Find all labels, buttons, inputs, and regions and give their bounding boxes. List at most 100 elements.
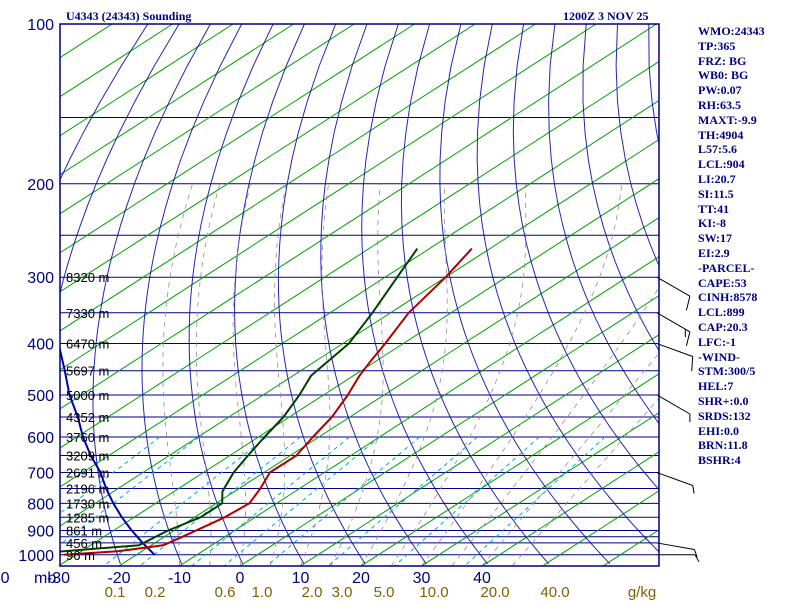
- temperature-tick-label: 20: [352, 570, 370, 587]
- height-label: 4352 m: [66, 410, 109, 425]
- mixing-ratio-label: 0.2: [145, 584, 166, 600]
- moist-adiabat-line: [270, 184, 286, 566]
- stat-item: L57:5.6: [698, 142, 798, 157]
- dry-adiabat-line: [42, 24, 179, 564]
- temperature-tick-label: 0: [236, 570, 245, 587]
- dry-adiabat-line: [278, 24, 365, 564]
- mixing-ratio-label: 2.0: [302, 584, 323, 600]
- mixing-ratio-label: 1.0: [252, 584, 273, 600]
- moist-adiabat-line: [163, 184, 193, 566]
- moist-adiabat-line: [452, 184, 717, 566]
- pressure-label: 900: [27, 524, 54, 541]
- pressure-label: 1000: [18, 548, 54, 565]
- pressure-label: 800: [27, 496, 54, 513]
- dry-adiabat-line: [477, 24, 671, 564]
- wind-barb: [657, 344, 693, 372]
- stat-item: TT:41: [698, 202, 798, 217]
- height-label: 3209 m: [66, 449, 109, 464]
- stat-item: TH:4904: [698, 128, 798, 143]
- pressure-label: 500: [27, 388, 54, 405]
- moist-adiabat-line: [391, 184, 526, 566]
- moist-adiabat-line: [301, 184, 330, 566]
- plot-frame: [60, 24, 659, 566]
- moist-adiabat-line: [422, 184, 622, 566]
- stat-item: SI:11.5: [698, 187, 798, 202]
- stat-item: CINH:8578: [698, 290, 798, 305]
- stat-item: WMO:24343: [698, 24, 798, 39]
- height-label: 7330 m: [66, 306, 109, 321]
- wind-barb: [657, 313, 690, 346]
- stat-item: SHR+:0.0: [698, 394, 798, 409]
- stat-item: LCL:904: [698, 157, 798, 172]
- wind-barb: [657, 555, 699, 562]
- dry-adiabat-line: [362, 24, 488, 564]
- isotherm-line: [0, 24, 233, 566]
- temperature-tick-label: -10: [168, 570, 191, 587]
- mixing-ratio-line: [465, 437, 605, 566]
- mixing-ratio-line: [140, 437, 301, 566]
- stat-item: BRN:11.8: [698, 438, 798, 453]
- pressure-label: 100: [27, 17, 54, 34]
- height-label: 3760 m: [66, 430, 109, 445]
- temperature-tick-label: -30: [47, 570, 70, 587]
- height-label: 96 m: [66, 548, 95, 563]
- pressure-label: 700: [27, 466, 54, 483]
- dry-adiabat-line: [189, 24, 273, 564]
- stat-item: FRZ: BG: [698, 54, 798, 69]
- stat-item: SRDS:132: [698, 409, 798, 424]
- mixing-ratio-label: 3.0: [332, 584, 353, 600]
- stat-item: BSHR:4: [698, 453, 798, 468]
- stat-item: EHI:0.0: [698, 424, 798, 439]
- mixing-ratio-label: 5.0: [374, 584, 395, 600]
- pressure-label: 300: [27, 270, 54, 287]
- mixing-ratio-label: 0.6: [215, 584, 236, 600]
- isotherm-line: [0, 24, 778, 566]
- height-label: 1730 m: [66, 496, 109, 511]
- height-label: 6470 m: [66, 337, 109, 352]
- pressure-label: 600: [27, 430, 54, 447]
- stat-item: RH:63.5: [698, 98, 798, 113]
- stat-item: SW:17: [698, 231, 798, 246]
- height-label: 5000 m: [66, 388, 109, 403]
- stat-item: LCL:899: [698, 305, 798, 320]
- pressure-label: 400: [27, 337, 54, 354]
- height-label: 2196 m: [66, 481, 109, 496]
- wind-barb: [657, 473, 694, 494]
- dry-adiabat-line: [401, 24, 548, 564]
- stat-item: WB0: BG: [698, 68, 798, 83]
- temperature-tick-label: -40: [0, 570, 10, 587]
- mixing-ratio-label: 20.0: [480, 584, 509, 600]
- mixing-ratio-line: [328, 437, 477, 566]
- height-label: 8320 m: [66, 270, 109, 285]
- wind-barb: [657, 395, 690, 422]
- stat-item: -WIND-: [698, 350, 798, 365]
- stat-item: CAP:20.3: [698, 320, 798, 335]
- pressure-label: 200: [27, 177, 54, 194]
- stat-item: KI:-8: [698, 216, 798, 231]
- mixing-ratio-label: g/kg: [628, 584, 656, 600]
- stat-item: STM:300/5: [698, 364, 798, 379]
- height-label: 2691 m: [66, 466, 109, 481]
- stat-item: TP:365: [698, 39, 798, 54]
- stat-item: CAPE:53: [698, 276, 798, 291]
- height-label: 5697 m: [66, 364, 109, 379]
- isotherm-line: [0, 24, 800, 566]
- stat-item: LFC:-1: [698, 335, 798, 350]
- isotherm-line: [0, 24, 415, 566]
- stat-item: MAXT:-9.9: [698, 113, 798, 128]
- station-title: U4343 (24343) Sounding: [66, 9, 191, 24]
- dewpoint-trace: [0, 249, 417, 555]
- stat-item: HEL:7: [698, 379, 798, 394]
- isotherm-line: [0, 24, 354, 566]
- stat-item: -PARCEL-: [698, 261, 798, 276]
- wind-barb: [657, 277, 690, 310]
- mixing-ratio-label: 40.0: [540, 584, 569, 600]
- dry-adiabat-line: [93, 24, 210, 564]
- moist-adiabat-line: [361, 184, 447, 566]
- mixing-ratio-label: 10.0: [419, 584, 448, 600]
- stat-item: EI:2.9: [698, 246, 798, 261]
- mixing-ratio-label: 0.1: [105, 584, 126, 600]
